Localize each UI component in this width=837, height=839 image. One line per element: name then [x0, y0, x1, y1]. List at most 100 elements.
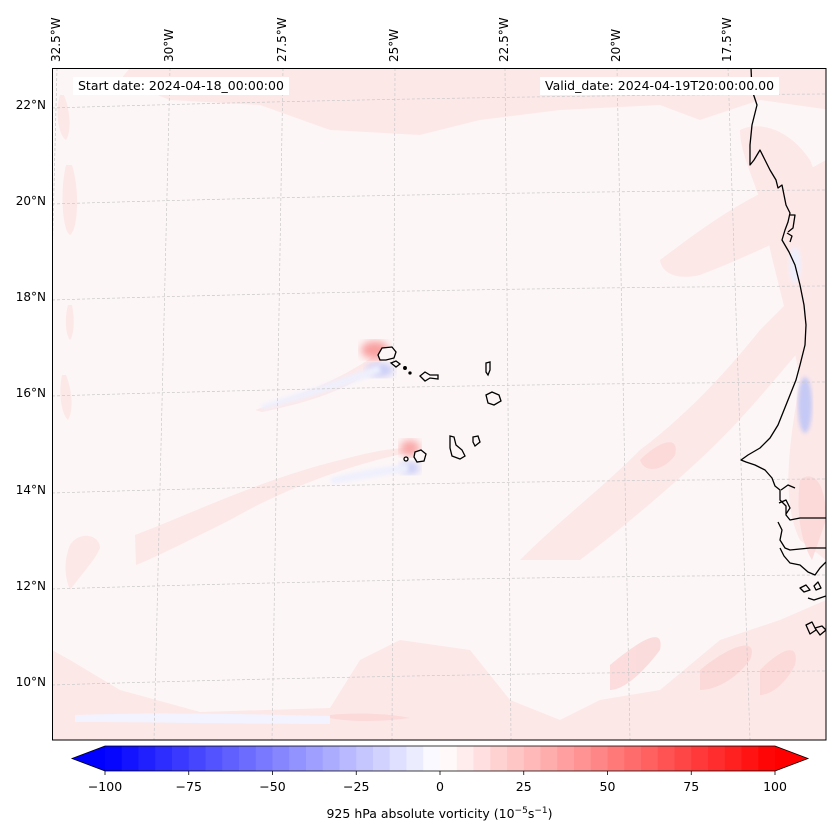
island-fogo [413, 449, 427, 463]
island-sao-vicente [389, 360, 402, 368]
island-santiago [449, 435, 466, 460]
latitude-gridline [52, 285, 826, 301]
latitude-label: 16°N [15, 386, 46, 400]
colorbar-bin [691, 746, 709, 771]
colorbar-bin [138, 746, 156, 771]
colorbar-tick-label: −100 [87, 779, 123, 794]
colorbar-bin [641, 746, 659, 771]
colorbar-extend-high [775, 746, 808, 771]
colorbar-bin [339, 746, 357, 771]
latitude-gridline [52, 670, 826, 686]
colorbar-title-suffix: ) [547, 806, 553, 822]
coast-bijagos [805, 621, 826, 636]
island-santo-antao [377, 346, 397, 361]
colorbar-bin [624, 746, 642, 771]
colorbar-bin [724, 746, 743, 771]
longitude-gridline [52, 68, 58, 280]
latitude-label: 14°N [15, 483, 46, 497]
island-raso [408, 371, 412, 375]
latitude-label: 18°N [15, 290, 46, 304]
latitude-label: 10°N [15, 675, 46, 689]
colorbar-bin [473, 746, 491, 771]
colorbar [70, 745, 810, 775]
latitude-gridline [52, 189, 826, 205]
vorticity-band-coast [740, 126, 826, 560]
longitude-gridline [153, 68, 171, 740]
colorbar-bin [222, 746, 240, 771]
colorbar-tick-label: 50 [599, 779, 616, 794]
colorbar-tick-label: −75 [175, 779, 202, 794]
vorticity-inner-1 [640, 442, 676, 470]
colorbar-bin [239, 746, 257, 771]
colorbar-bin [557, 746, 575, 771]
colorbar-bin [255, 746, 274, 771]
colorbar-bin [456, 746, 475, 771]
longitude-gridline [727, 68, 751, 740]
island-santa-luzia [403, 366, 407, 370]
island-boa-vista [485, 391, 502, 406]
colorbar-bin [590, 746, 609, 771]
vorticity-inner-4 [760, 650, 796, 695]
colorbar-bin [172, 746, 190, 771]
colorbar-title-mid: s [527, 806, 535, 822]
colorbar-tick-label: −25 [343, 779, 370, 794]
negative-streak-bottom [75, 713, 330, 724]
gridlines [52, 68, 826, 740]
colorbar-bin [406, 746, 424, 771]
colorbar-bin [507, 746, 525, 771]
longitude-gridline [271, 68, 284, 740]
colorbar-bin [322, 746, 341, 771]
island-sao-nicolau [419, 371, 439, 382]
vorticity-inner-5 [330, 713, 410, 721]
colorbar-bin [607, 746, 625, 771]
colorbar-bin [490, 746, 508, 771]
colorbar-bin [155, 746, 173, 771]
coast-guinea-bissau [779, 547, 826, 576]
colorbar-bin [741, 746, 759, 771]
latitude-label: 22°N [15, 98, 46, 112]
colorbar-tick-label: −50 [259, 779, 286, 794]
colorbar-title-exp1: −5 [514, 806, 528, 816]
colorbar-bin [523, 746, 542, 771]
colorbar-tick-label: 0 [436, 779, 444, 794]
latitude-gridline [52, 381, 826, 397]
colorbar-title-prefix: 925 hPa absolute vorticity (10 [326, 806, 515, 822]
colorbar-bin [356, 746, 374, 771]
colorbar-tick-label: 100 [763, 779, 787, 794]
latitude-gridline [52, 478, 826, 494]
colorbar-bin [306, 746, 324, 771]
coastlines [740, 68, 826, 636]
colorbar-title-exp2: −1 [534, 806, 548, 816]
coastal-negative-cell [798, 377, 812, 433]
longitude-gridline [391, 68, 396, 740]
coast-senegal-rivers [778, 484, 796, 515]
colorbar-bin [440, 746, 458, 771]
colorbar-bin [105, 746, 123, 771]
colorbar-tick-label: 25 [515, 779, 532, 794]
colorbar-tick-label: 75 [683, 779, 700, 794]
colorbar-bin [540, 746, 558, 771]
colorbar-bin [423, 746, 441, 771]
colorbar-bin [121, 746, 140, 771]
vorticity-band-bottom [52, 600, 826, 740]
colorbar-bin [708, 746, 726, 771]
colorbar-bin [674, 746, 692, 771]
colorbar-bin [272, 746, 290, 771]
island-maio [472, 435, 481, 448]
vorticity-field-inner [330, 442, 826, 721]
coast-west-africa [740, 68, 826, 521]
longitude-gridline [616, 68, 631, 740]
cabo-verde-islands [377, 346, 502, 463]
vorticity-band-left-4 [60, 375, 72, 420]
colorbar-bin [389, 746, 408, 771]
coast-gambia [777, 521, 826, 551]
colorbar-bin [188, 746, 207, 771]
coast-guinea-bissau-islands [799, 581, 826, 601]
colorbar-bin [657, 746, 676, 771]
vorticity-inner-2 [610, 637, 661, 690]
coast-north-inlet [786, 214, 796, 243]
vorticity-band-sw [65, 535, 100, 590]
vorticity-inner-3 [700, 645, 752, 690]
